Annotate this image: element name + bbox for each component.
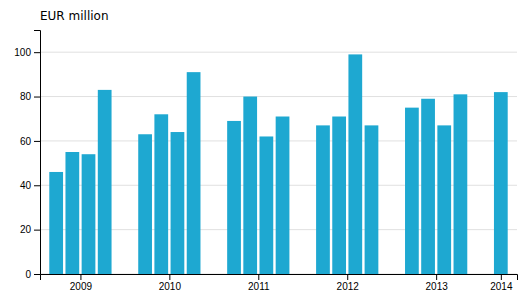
x-tick: 2014 (490, 274, 513, 292)
bar (316, 125, 330, 274)
bar (187, 72, 201, 274)
x-tick: 2011 (248, 274, 270, 292)
bar (365, 125, 379, 274)
grid (40, 52, 517, 274)
bar (348, 54, 362, 274)
grid-line (40, 52, 517, 53)
y-tick-label: 60 (20, 136, 32, 147)
y-tick: 40 (20, 180, 40, 191)
y-tick-label: 40 (20, 180, 32, 191)
bar (276, 117, 290, 274)
x-tick-label: 2014 (490, 281, 513, 292)
y-label: EUR million (40, 9, 109, 23)
y-tick-label: 20 (20, 224, 32, 235)
x-tick-label: 2009 (70, 281, 93, 292)
bar (171, 132, 185, 274)
x-tick: 2012 (337, 274, 360, 292)
y-tick-mark (34, 141, 40, 142)
bar (82, 154, 96, 274)
y-tick: 100 (14, 47, 40, 58)
x-tick-label: 2011 (248, 281, 270, 292)
y-axis: 0 20 40 60 80 100 (14, 31, 40, 280)
bar (138, 134, 152, 274)
y-tick: 80 (20, 91, 40, 102)
y-tick-label: 100 (14, 47, 31, 58)
bar (332, 117, 346, 274)
x-tick: 2013 (426, 274, 449, 292)
bar (494, 92, 508, 274)
x-tick-mark (436, 274, 437, 280)
y-tick-mark (34, 230, 40, 231)
y-tick-mark (34, 97, 40, 98)
y-axis-line (34, 31, 41, 275)
y-tick-mark (34, 274, 40, 275)
y-tick: 0 (25, 269, 40, 280)
x-tick-label: 2012 (337, 281, 360, 292)
x-axis: 2009 2010 2011 2012 2013 2014 (41, 274, 518, 292)
bars (49, 54, 507, 274)
bar (405, 108, 419, 274)
bar (98, 90, 112, 274)
x-tick-mark (169, 274, 170, 280)
y-tick: 20 (20, 224, 40, 235)
bar (227, 121, 241, 274)
x-axis-line (41, 275, 518, 281)
y-tick-mark (34, 52, 40, 53)
bar (243, 97, 257, 274)
x-tick-mark (347, 274, 348, 280)
y-tick-label: 80 (20, 91, 32, 102)
x-tick-label: 2013 (426, 281, 449, 292)
bar (65, 152, 79, 274)
x-tick-mark (258, 274, 259, 280)
y-tick-mark (34, 185, 40, 186)
bar (49, 172, 63, 274)
y-tick-label: 0 (25, 269, 31, 280)
bar (260, 136, 274, 274)
x-tick-mark (501, 274, 502, 280)
bar (454, 94, 468, 274)
x-tick-mark (80, 274, 81, 280)
bar (421, 99, 435, 274)
x-tick: 2009 (70, 274, 93, 292)
bar (154, 114, 168, 274)
y-tick: 60 (20, 136, 40, 147)
x-tick-label: 2010 (159, 281, 182, 292)
bar (437, 125, 451, 274)
plot: 0 20 40 60 80 100 2009 2010 2011 2012 2013 2014 (14, 31, 517, 293)
x-tick: 2010 (159, 274, 182, 292)
chart: 0 20 40 60 80 100 2009 2010 2011 2012 2013 2014 EUR … (0, 0, 529, 302)
